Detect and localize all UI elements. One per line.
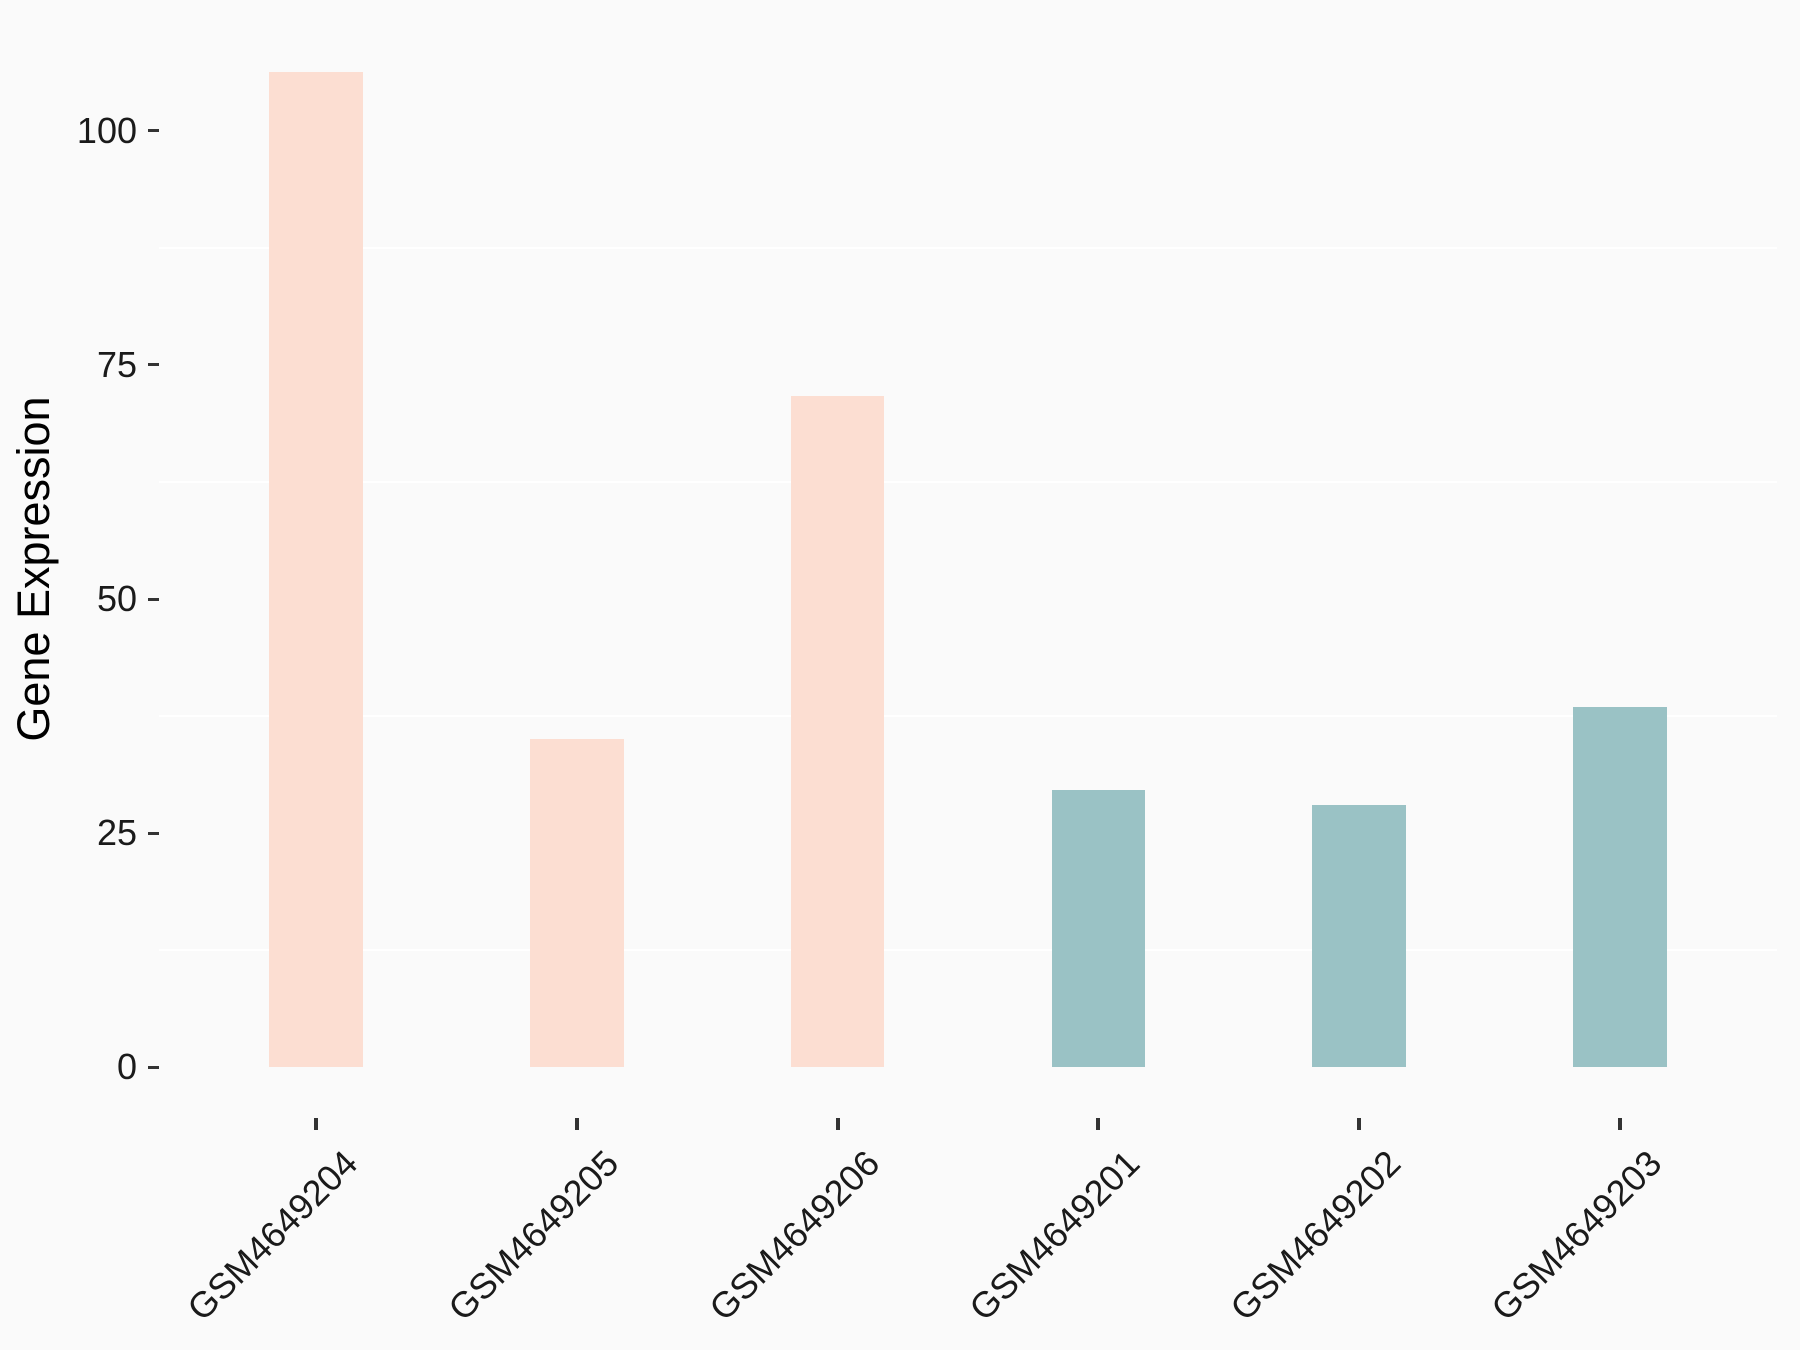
bar-GSM4649206 xyxy=(790,395,885,1068)
x-axis-tick xyxy=(1618,1118,1623,1130)
y-axis-tick-label: 50 xyxy=(96,578,137,619)
plot-panel xyxy=(159,22,1777,1117)
bar-GSM4649205 xyxy=(529,738,624,1068)
x-axis-tick xyxy=(313,1118,318,1130)
bar-GSM4649203 xyxy=(1573,706,1668,1068)
y-axis-tick-label: 0 xyxy=(116,1046,137,1088)
x-axis-tick xyxy=(574,1118,579,1130)
x-axis-tick-label: GSM4649201 xyxy=(961,1142,1148,1329)
x-axis-tick xyxy=(1096,1118,1101,1130)
y-axis-tick xyxy=(148,129,159,133)
gridline-minor xyxy=(159,715,1777,718)
x-axis-tick-label: GSM4649206 xyxy=(700,1142,887,1329)
y-axis-tick-label: 25 xyxy=(96,812,137,854)
bar-GSM4649201 xyxy=(1051,790,1146,1068)
x-axis-tick-label: GSM4649204 xyxy=(178,1142,365,1329)
y-axis-tick-label: 75 xyxy=(96,343,137,385)
gridline-minor xyxy=(159,949,1777,952)
y-axis-tick-label: 100 xyxy=(76,109,137,151)
gridline-minor xyxy=(159,246,1777,249)
y-axis-tick xyxy=(148,1065,159,1069)
y-axis-tick xyxy=(148,597,159,601)
x-axis-tick xyxy=(1357,1118,1362,1130)
x-axis-tick-label: GSM4649205 xyxy=(439,1142,626,1329)
gridline-minor xyxy=(159,480,1777,483)
y-axis-title: Gene Expression xyxy=(8,396,59,742)
y-axis-tick xyxy=(148,831,159,835)
x-axis-tick-label: GSM4649202 xyxy=(1222,1142,1409,1329)
y-axis-tick xyxy=(148,363,159,367)
x-axis-tick-label: GSM4649203 xyxy=(1483,1142,1670,1329)
bar-GSM4649202 xyxy=(1312,805,1407,1068)
x-axis-tick xyxy=(835,1118,840,1130)
bar-GSM4649204 xyxy=(268,71,363,1068)
